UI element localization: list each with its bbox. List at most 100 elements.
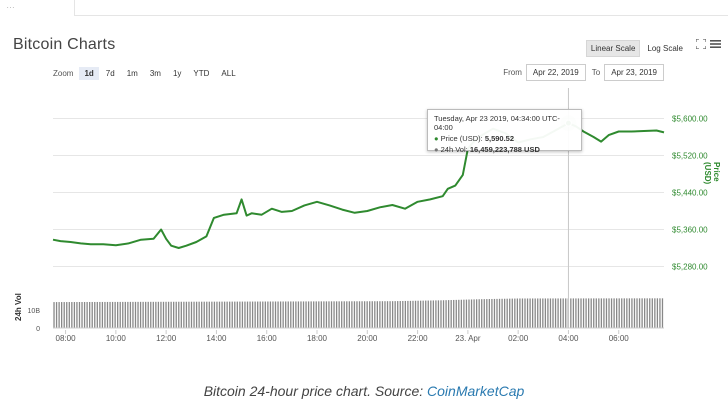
volume-bar <box>111 301 114 328</box>
volume-bar <box>71 302 73 328</box>
volume-bar <box>117 301 119 328</box>
from-date-input[interactable]: Apr 22, 2019 <box>525 64 586 81</box>
zoom-7d-button[interactable]: 7d <box>105 69 115 78</box>
tooltip-price-label: Price (USD): <box>440 134 483 143</box>
volume-bar <box>221 301 223 328</box>
volume-bar <box>386 301 389 328</box>
x-tick-label: 14:00 <box>206 334 227 343</box>
volume-bar <box>460 299 463 328</box>
volume-bar <box>193 301 195 328</box>
hamburger-menu-icon-glyph <box>710 40 721 48</box>
volume-bar <box>608 298 610 328</box>
series-dot-icon: ● <box>434 145 439 154</box>
volume-bar <box>656 298 659 328</box>
caption-text: Bitcoin 24-hour price chart. Source: <box>203 383 428 399</box>
volume-bar <box>631 298 633 328</box>
price-chart[interactable]: $5,280.00 $5,360.00 $5,440.00 $5,520.00 $5,6… <box>0 0 728 370</box>
volume-bar <box>478 299 480 328</box>
volume-bar <box>147 301 149 328</box>
from-label: From <box>503 68 522 77</box>
series-dot-icon: ● <box>434 134 439 143</box>
volume-bar <box>628 298 631 328</box>
volume-bar <box>565 298 567 328</box>
volume-bar <box>223 301 226 328</box>
zoom-bar: Zoom 1d 7d 1m 3m 1y YTD ALL <box>53 67 243 80</box>
volume-bar <box>328 301 330 328</box>
volume-bar <box>542 298 544 328</box>
volume-bar <box>577 298 580 328</box>
volume-bar <box>572 298 575 328</box>
y-tick-label: $5,600.00 <box>672 115 708 124</box>
zoom-all-button[interactable]: ALL <box>221 69 236 78</box>
x-tick-label: 23. Apr <box>455 334 481 343</box>
tooltip-vol-row: ● 24h Vol: 16,459,223,788 USD <box>434 145 575 154</box>
volume-bar <box>170 301 172 328</box>
volume-bar <box>297 301 300 328</box>
hamburger-menu-icon[interactable] <box>710 39 721 52</box>
volume-bar <box>537 298 539 328</box>
volume-bar <box>104 301 106 328</box>
volume-bar <box>190 301 193 328</box>
zoom-3m-button[interactable]: 3m <box>149 69 161 78</box>
volume-bar <box>66 302 68 328</box>
tooltip-vol-label: 24h Vol: <box>440 145 468 154</box>
volume-axis-title: 24h Vol <box>14 293 23 321</box>
volume-bar <box>160 301 162 328</box>
log-scale-button[interactable]: Log Scale <box>647 44 683 53</box>
caption-source-link[interactable]: CoinMarketCap <box>427 383 525 399</box>
volume-bar <box>445 300 447 328</box>
volume-bar <box>155 301 157 328</box>
zoom-1y-button[interactable]: 1y <box>172 69 182 78</box>
x-tick-label: 16:00 <box>257 334 278 343</box>
volume-bar <box>81 302 83 328</box>
volume-bar <box>613 298 615 328</box>
volume-bar <box>274 301 277 328</box>
volume-bar <box>371 301 373 328</box>
volume-bar <box>605 298 608 328</box>
volume-bar <box>213 301 216 328</box>
zoom-1m-button[interactable]: 1m <box>126 69 138 78</box>
volume-bar <box>440 300 442 328</box>
volume-bar <box>389 301 391 328</box>
volume-bar <box>659 298 661 328</box>
volume-bar <box>134 301 137 328</box>
volume-bar <box>157 301 160 328</box>
date-range: From Apr 22, 2019 To Apr 23, 2019 <box>503 64 664 81</box>
volume-bar <box>509 298 511 328</box>
volume-bar <box>277 301 279 328</box>
volume-bar <box>575 298 577 328</box>
volume-bar <box>442 300 445 328</box>
volume-bar <box>430 300 432 328</box>
volume-bar <box>539 298 541 328</box>
volume-bar <box>300 301 302 328</box>
zoom-1d-button[interactable]: 1d <box>79 67 99 80</box>
volume-bar <box>99 301 101 328</box>
volume-bar <box>419 300 422 328</box>
volume-bar <box>544 298 547 328</box>
volume-bar <box>305 301 307 328</box>
volume-bar <box>91 301 93 328</box>
volume-bar <box>450 300 452 328</box>
volume-bar <box>616 298 618 328</box>
volume-bar <box>468 299 470 328</box>
x-tick-label: 22:00 <box>408 334 429 343</box>
volume-bar <box>651 298 653 328</box>
scale-toggle-group: Linear Scale Log Scale <box>585 40 688 57</box>
to-date-input[interactable]: Apr 23, 2019 <box>604 64 664 81</box>
volume-bar <box>241 301 244 328</box>
volume-bar <box>374 301 376 328</box>
volume-bar <box>127 301 129 328</box>
linear-scale-button[interactable]: Linear Scale <box>585 40 641 57</box>
volume-bar <box>101 301 104 328</box>
volume-bar <box>78 302 81 328</box>
volume-bar <box>369 301 371 328</box>
zoom-ytd-button[interactable]: YTD <box>193 69 210 78</box>
volume-bar <box>310 301 312 328</box>
volume-bar <box>152 301 154 328</box>
volume-bar <box>188 301 190 328</box>
volume-bar <box>618 298 620 328</box>
volume-bar <box>422 300 424 328</box>
volume-bar <box>529 298 531 328</box>
volume-bar <box>475 299 478 328</box>
volume-bar <box>254 301 256 328</box>
